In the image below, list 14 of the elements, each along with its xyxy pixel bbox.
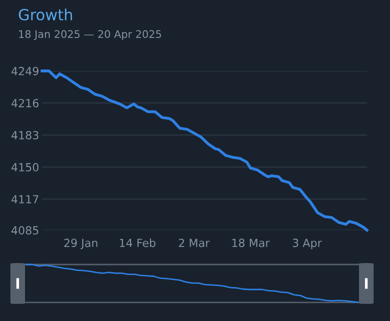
y-tick-label: 4117 — [11, 195, 38, 204]
x-tick-label: 29 Jan — [64, 238, 98, 250]
x-tick-label: 18 Mar — [232, 238, 270, 248]
chart-subtitle: 18 Jan 2025 — 20 Apr 2025 — [19, 30, 161, 40]
x-tick-label: 14 Feb — [120, 238, 156, 248]
x-tick-label: 2 Mar — [178, 238, 210, 248]
y-tick-label: 4183 — [11, 130, 38, 140]
x-tick-label: 3 Apr — [292, 238, 322, 250]
y-tick-label: 4249 — [11, 66, 38, 76]
line-series — [40, 70, 368, 232]
y-tick-label: 4216 — [11, 98, 39, 108]
y-tick-label: 4150 — [11, 163, 38, 172]
y-tick-label: 4085 — [11, 226, 38, 235]
chart-title: Growth — [18, 8, 72, 20]
